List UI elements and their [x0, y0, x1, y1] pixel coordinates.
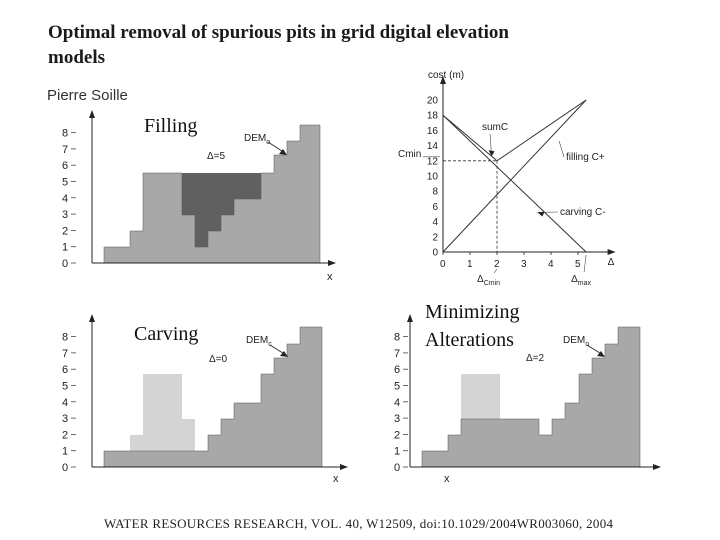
filling-label: Filling: [144, 115, 198, 137]
carving-arrowhead: [537, 211, 545, 217]
carving-y-tick-label: 2: [62, 429, 68, 441]
filling-y-tick-label: 8: [62, 128, 68, 140]
filling-y-tick-label: 7: [62, 144, 68, 156]
carving-y-tick-label: 0: [62, 462, 68, 474]
carving-original-terrain: [130, 374, 195, 451]
cost-y-tick-label: 0: [432, 248, 438, 259]
minimizing-y-tick-label: 1: [394, 446, 400, 458]
cost-x-tick-label: 0: [440, 259, 446, 270]
minimizing-y-tick-label: 7: [394, 348, 400, 360]
minimizing-y-tick-label: 0: [394, 462, 400, 474]
series-line-filling-c-: [442, 114, 587, 253]
minimizing-y-tick-label: 8: [394, 332, 400, 344]
cost-x-tick-label: 2: [494, 259, 500, 270]
cmin-label: Cmin: [398, 149, 421, 160]
carving-y-tick-label: 5: [62, 381, 68, 393]
cost-y-axis-label: cost (m): [428, 70, 464, 81]
minimizing-y-tick-label: 3: [394, 413, 400, 425]
filling-delta-label: Δ=5: [207, 151, 226, 162]
carving-y-tick-label: 7: [62, 348, 68, 360]
cost-y-tick-label: 4: [432, 217, 438, 228]
filling-y-tick-label: 3: [62, 209, 68, 221]
cost-x-axis-label: Δ: [608, 257, 615, 268]
minimizing-x-axis-label: x: [444, 473, 450, 485]
filling-c-plus-label: filling C+: [566, 152, 605, 163]
cost-y-axis-arrow: [440, 76, 446, 84]
filling-y-tick-label: 6: [62, 160, 68, 172]
cost-y-tick-label: 10: [427, 172, 439, 183]
minimizing-terrain: [421, 326, 641, 468]
cost-y-tick-label: 8: [432, 187, 438, 198]
filling-panel: x 0 1 2 3 4 5 6 7 8 DEMo Δ=5: [62, 110, 336, 283]
paper-title: Optimal removal of spurious pits in grid…: [48, 22, 509, 68]
cost-x-tick-label: 4: [548, 259, 554, 270]
minimizing-y-tick-label: 6: [394, 364, 400, 376]
filling-leader: [558, 140, 565, 158]
carving-y-tick-label: 1: [62, 446, 68, 458]
filling-y-tick-label: 4: [62, 193, 68, 205]
minimizing-delta-label: Δ=2: [526, 353, 545, 364]
cost-x-axis-arrow: [607, 249, 616, 255]
filling-y-tick-label: 1: [62, 242, 68, 254]
carving-terrain: [103, 326, 323, 468]
cost-x-tick-label: 1: [467, 259, 473, 270]
cost-y-tick-label: 20: [427, 96, 439, 107]
cost-y-tick-label: 12: [427, 156, 439, 167]
citation-footer: WATER RESOURCES RESEARCH, VOL. 40, W1250…: [104, 516, 614, 531]
minimizing-original-terrain: [461, 374, 500, 419]
carving-dem-label: DEMc: [246, 335, 272, 348]
cost-x-tick-label: 5: [575, 259, 581, 270]
filling-dem-label: DEMo: [244, 133, 270, 146]
carving-y-tick-label: 3: [62, 413, 68, 425]
cost-y-tick-label: 2: [432, 232, 438, 243]
author-name: Pierre Soille: [47, 87, 128, 104]
carving-panel: x 0 1 2 3 4 5 6 7 8 DEMc Δ=0: [62, 314, 348, 485]
minimizing-label-line1: Minimizing: [425, 301, 520, 323]
carving-x-axis-label: x: [333, 473, 339, 485]
carving-y-tick-label: 4: [62, 397, 68, 409]
minimizing-y-tick-label: 2: [394, 429, 400, 441]
cost-x-tick-label: 3: [521, 259, 527, 270]
carving-c-minus-label: carving C-: [560, 207, 606, 218]
delta-cmin-leader: [493, 268, 498, 274]
sumc-arrowhead: [488, 150, 495, 157]
filling-terrain: [103, 124, 321, 264]
carving-delta-label: Δ=0: [209, 354, 228, 365]
sumc-label: sumC: [482, 122, 508, 133]
series-line-carving-c-: [442, 99, 587, 253]
minimizing-y-tick-label: 5: [394, 381, 400, 393]
delta-max-label: Δmax: [571, 274, 591, 287]
minimizing-y-tick-label: 4: [394, 397, 400, 409]
cost-y-tick-label: 18: [427, 111, 439, 122]
cost-y-tick-label: 6: [432, 202, 438, 213]
cost-y-tick-label: 14: [427, 141, 439, 152]
carving-label: Carving: [134, 323, 199, 345]
delta-cmin-label: ΔCmin: [477, 274, 500, 287]
filling-filled-area: [182, 173, 261, 247]
series-line-sumc: [442, 99, 587, 162]
minimizing-dem-label: DEMo: [563, 335, 589, 348]
filling-y-tick-label: 5: [62, 177, 68, 189]
delta-max-leader: [583, 254, 587, 273]
cost-y-tick-label: 16: [427, 126, 439, 137]
carving-y-tick-label: 8: [62, 332, 68, 344]
minimizing-label-line2: Alterations: [425, 329, 514, 351]
filling-y-tick-label: 0: [62, 258, 68, 270]
carving-y-tick-label: 6: [62, 364, 68, 376]
filling-y-tick-label: 2: [62, 225, 68, 237]
filling-x-axis-label: x: [327, 271, 333, 283]
minimizing-panel: x 0 1 2 3 4 5 6 7 8 DEMo Δ=2: [394, 314, 661, 485]
